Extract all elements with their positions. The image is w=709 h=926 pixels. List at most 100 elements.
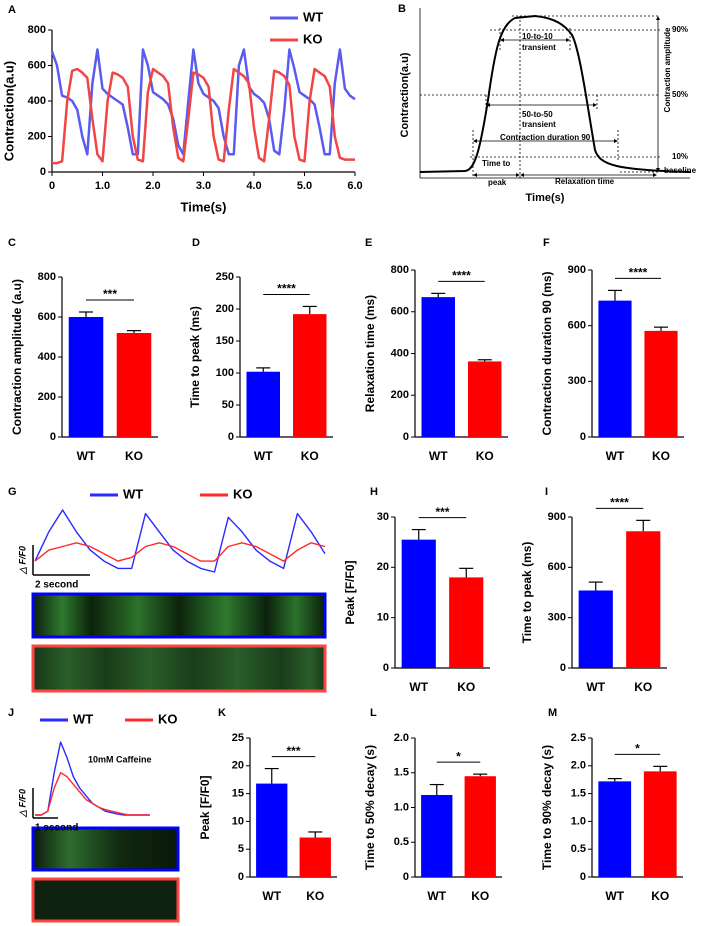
y-tick-label: 30 [377,511,389,523]
scale-label: 2 second [35,580,78,591]
panel-letter: E [365,237,372,249]
x-tick-label: WT [427,889,446,903]
x-tick-label: 0 [49,180,55,192]
panel-letter: J [8,707,14,719]
x-tick-label: KO [652,449,670,463]
annotation: Contraction duration 90 [500,133,591,142]
x-tick-label: KO [125,449,143,463]
y-tick-label: 600 [568,320,586,332]
significance-label: * [635,742,640,756]
x-tick-label: 5.0 [297,180,312,192]
line-scan-image [31,877,180,923]
significance-label: **** [452,269,471,283]
annotation: peak [488,178,507,187]
significance-label: **** [610,496,629,510]
panel-letter: I [545,486,548,498]
y-tick-label: 0 [403,871,409,883]
bar [256,783,288,877]
y-tick-label: 600 [38,311,56,323]
y-tick-label: 15 [232,788,244,800]
annotation: Contraction amplitude [663,27,672,112]
y-axis-label: Time to 50% decay (s) [363,745,377,870]
y-tick-label: 0 [50,431,56,443]
y-tick-label: 1.5 [394,767,409,779]
bar [464,776,496,877]
y-tick-label: 250 [216,271,234,283]
bar [401,539,436,668]
annotation: transient [522,43,556,52]
annotation: Relaxation time [555,177,615,186]
x-tick-label: 1.0 [95,180,110,192]
y-tick-label: 800 [391,264,409,276]
y-tick-label: 400 [38,351,56,363]
x-tick-label: 3.0 [196,180,211,192]
x-tick-label: WT [254,449,273,463]
x-axis-label: Time(s) [526,192,565,204]
y-tick-label: 600 [391,306,409,318]
x-tick-label: WT [429,449,448,463]
y-tick-label: 2.0 [394,732,409,744]
x-tick-label: KO [457,680,475,694]
x-tick-label: WT [606,449,625,463]
bar [468,361,502,437]
y-tick-label: 400 [391,347,409,359]
y-axis-label: Time to peak (ms) [188,306,202,408]
y-tick-label: 5 [238,843,244,855]
y-tick-label: 400 [28,95,46,107]
y-tick-label: 0 [228,431,234,443]
y-tick-label: 800 [28,24,46,36]
scale-label: 1 second [35,823,78,834]
y-tick-label: 10 [232,815,244,827]
panel-letter: H [370,486,378,498]
y-tick-label: 0.5 [394,836,409,848]
y-tick-label: 1.0 [571,815,586,827]
bar [449,577,484,668]
significance-label: **** [277,282,296,296]
bar [421,794,453,877]
significance-label: *** [286,744,300,758]
panel-letter: K [218,707,226,719]
bar [246,371,280,437]
series-line [35,772,150,816]
bar [421,297,455,437]
y-tick-label: 50 [222,399,234,411]
annotation: 10mM Caffeine [88,754,152,764]
x-tick-label: WT [77,449,96,463]
bar [643,771,677,877]
panel-letter: B [398,3,406,15]
x-tick-label: KO [651,889,669,903]
x-tick-label: WT [262,889,281,903]
line-scan-image [31,826,180,872]
panel-letter: G [8,486,17,498]
y-tick-label: 900 [548,511,566,523]
y-axis-label: Contraction(a.u) [399,52,411,137]
annotation: baseline [664,166,697,175]
panel-letter: F [543,237,550,249]
y-tick-label: 100 [216,367,234,379]
legend-label: WT [303,9,323,24]
x-tick-label: 2.0 [145,180,160,192]
scale-label: △ F/F0 [17,546,27,575]
bar [299,837,331,877]
y-tick-label: 0 [238,871,244,883]
panel-letter: L [370,707,377,719]
y-tick-label: 300 [548,612,566,624]
bar [293,314,327,437]
annotation: 50-to-50 [522,110,553,119]
y-tick-label: 200 [216,303,234,315]
y-axis-label: Peak [F/F0] [343,560,357,624]
x-axis-label: Time(s) [181,199,227,214]
x-tick-label: WT [586,680,605,694]
y-tick-label: 20 [377,561,389,573]
y-tick-label: 800 [38,271,56,283]
y-tick-label: 0 [580,871,586,883]
y-tick-label: 0 [403,431,409,443]
y-tick-label: 2.0 [571,760,586,772]
panel-letter: M [548,707,557,719]
y-tick-label: 1.0 [394,801,409,813]
bar [116,333,152,437]
annotation: Time to [482,159,510,168]
panel-letter: A [8,4,16,16]
y-tick-label: 25 [232,732,244,744]
legend-label: WT [123,486,143,501]
